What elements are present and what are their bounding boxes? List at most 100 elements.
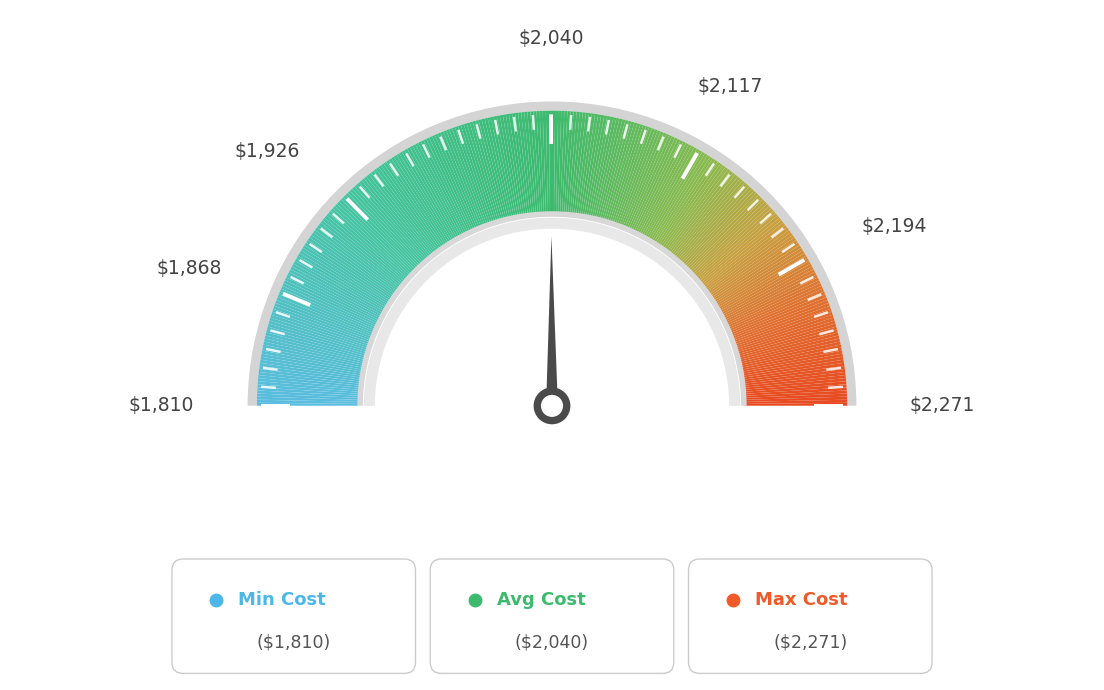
Wedge shape bbox=[556, 111, 561, 214]
Wedge shape bbox=[693, 206, 772, 277]
Wedge shape bbox=[724, 275, 818, 322]
Wedge shape bbox=[735, 317, 835, 351]
Wedge shape bbox=[631, 137, 678, 233]
Wedge shape bbox=[315, 228, 400, 291]
Wedge shape bbox=[743, 387, 847, 396]
Wedge shape bbox=[737, 330, 838, 358]
Wedge shape bbox=[247, 101, 857, 406]
Wedge shape bbox=[444, 130, 484, 228]
Wedge shape bbox=[576, 113, 592, 216]
Wedge shape bbox=[742, 369, 846, 384]
Wedge shape bbox=[394, 155, 450, 244]
Wedge shape bbox=[683, 190, 756, 268]
Text: $2,040: $2,040 bbox=[518, 29, 584, 48]
Wedge shape bbox=[263, 344, 364, 368]
Wedge shape bbox=[743, 378, 846, 390]
Wedge shape bbox=[437, 132, 479, 229]
Wedge shape bbox=[733, 309, 831, 345]
Wedge shape bbox=[273, 306, 371, 343]
Wedge shape bbox=[268, 321, 369, 353]
Wedge shape bbox=[493, 116, 516, 218]
Wedge shape bbox=[675, 179, 743, 259]
Wedge shape bbox=[364, 177, 432, 258]
Wedge shape bbox=[363, 217, 741, 406]
Wedge shape bbox=[726, 283, 821, 328]
Wedge shape bbox=[740, 342, 841, 366]
Wedge shape bbox=[584, 115, 604, 217]
Wedge shape bbox=[458, 125, 492, 224]
Wedge shape bbox=[604, 121, 635, 221]
Wedge shape bbox=[709, 235, 795, 297]
Wedge shape bbox=[473, 121, 502, 221]
Wedge shape bbox=[660, 161, 721, 248]
Wedge shape bbox=[266, 330, 367, 358]
Wedge shape bbox=[514, 112, 530, 215]
Wedge shape bbox=[383, 161, 444, 248]
Wedge shape bbox=[617, 128, 655, 226]
Wedge shape bbox=[537, 111, 544, 215]
Wedge shape bbox=[711, 240, 798, 299]
Wedge shape bbox=[734, 315, 834, 348]
Wedge shape bbox=[719, 258, 809, 312]
Wedge shape bbox=[407, 147, 459, 239]
Wedge shape bbox=[288, 272, 381, 321]
Wedge shape bbox=[371, 170, 436, 255]
Text: Avg Cost: Avg Cost bbox=[497, 591, 585, 609]
Wedge shape bbox=[708, 233, 793, 295]
Wedge shape bbox=[402, 150, 456, 241]
Wedge shape bbox=[743, 384, 847, 394]
Wedge shape bbox=[574, 112, 590, 215]
Wedge shape bbox=[626, 134, 669, 230]
Wedge shape bbox=[743, 372, 846, 386]
Wedge shape bbox=[742, 363, 845, 380]
Wedge shape bbox=[467, 122, 499, 222]
Wedge shape bbox=[554, 110, 559, 214]
Wedge shape bbox=[562, 111, 571, 215]
Wedge shape bbox=[569, 112, 580, 215]
Wedge shape bbox=[724, 277, 819, 324]
Wedge shape bbox=[346, 193, 420, 269]
Wedge shape bbox=[257, 384, 361, 394]
Wedge shape bbox=[369, 172, 434, 255]
Wedge shape bbox=[700, 218, 782, 285]
Wedge shape bbox=[258, 369, 362, 384]
Wedge shape bbox=[424, 139, 470, 233]
Wedge shape bbox=[283, 283, 378, 328]
Text: $2,117: $2,117 bbox=[698, 77, 763, 95]
Text: ($2,040): ($2,040) bbox=[514, 633, 590, 651]
Wedge shape bbox=[325, 215, 405, 284]
Wedge shape bbox=[719, 261, 810, 313]
Wedge shape bbox=[257, 397, 360, 402]
Wedge shape bbox=[343, 195, 417, 270]
Wedge shape bbox=[630, 136, 675, 231]
Circle shape bbox=[534, 388, 570, 424]
Wedge shape bbox=[352, 186, 424, 265]
Wedge shape bbox=[740, 348, 842, 370]
Wedge shape bbox=[524, 112, 535, 215]
Wedge shape bbox=[277, 295, 374, 335]
Text: $2,271: $2,271 bbox=[910, 396, 975, 415]
Wedge shape bbox=[592, 117, 616, 219]
Text: Max Cost: Max Cost bbox=[755, 591, 848, 609]
Wedge shape bbox=[689, 199, 765, 273]
Wedge shape bbox=[739, 339, 840, 364]
Wedge shape bbox=[722, 269, 815, 319]
Wedge shape bbox=[327, 213, 406, 282]
Wedge shape bbox=[594, 118, 619, 219]
Wedge shape bbox=[330, 208, 410, 279]
Wedge shape bbox=[426, 137, 473, 233]
Wedge shape bbox=[572, 112, 586, 215]
Wedge shape bbox=[743, 381, 847, 392]
Wedge shape bbox=[742, 359, 845, 378]
Wedge shape bbox=[376, 167, 439, 252]
Wedge shape bbox=[302, 245, 391, 303]
Wedge shape bbox=[258, 372, 361, 386]
Wedge shape bbox=[721, 266, 814, 317]
Wedge shape bbox=[698, 213, 777, 282]
Wedge shape bbox=[485, 118, 510, 219]
Wedge shape bbox=[317, 225, 401, 290]
Wedge shape bbox=[309, 235, 395, 297]
Wedge shape bbox=[679, 184, 750, 264]
Wedge shape bbox=[744, 400, 847, 404]
Wedge shape bbox=[578, 113, 595, 216]
